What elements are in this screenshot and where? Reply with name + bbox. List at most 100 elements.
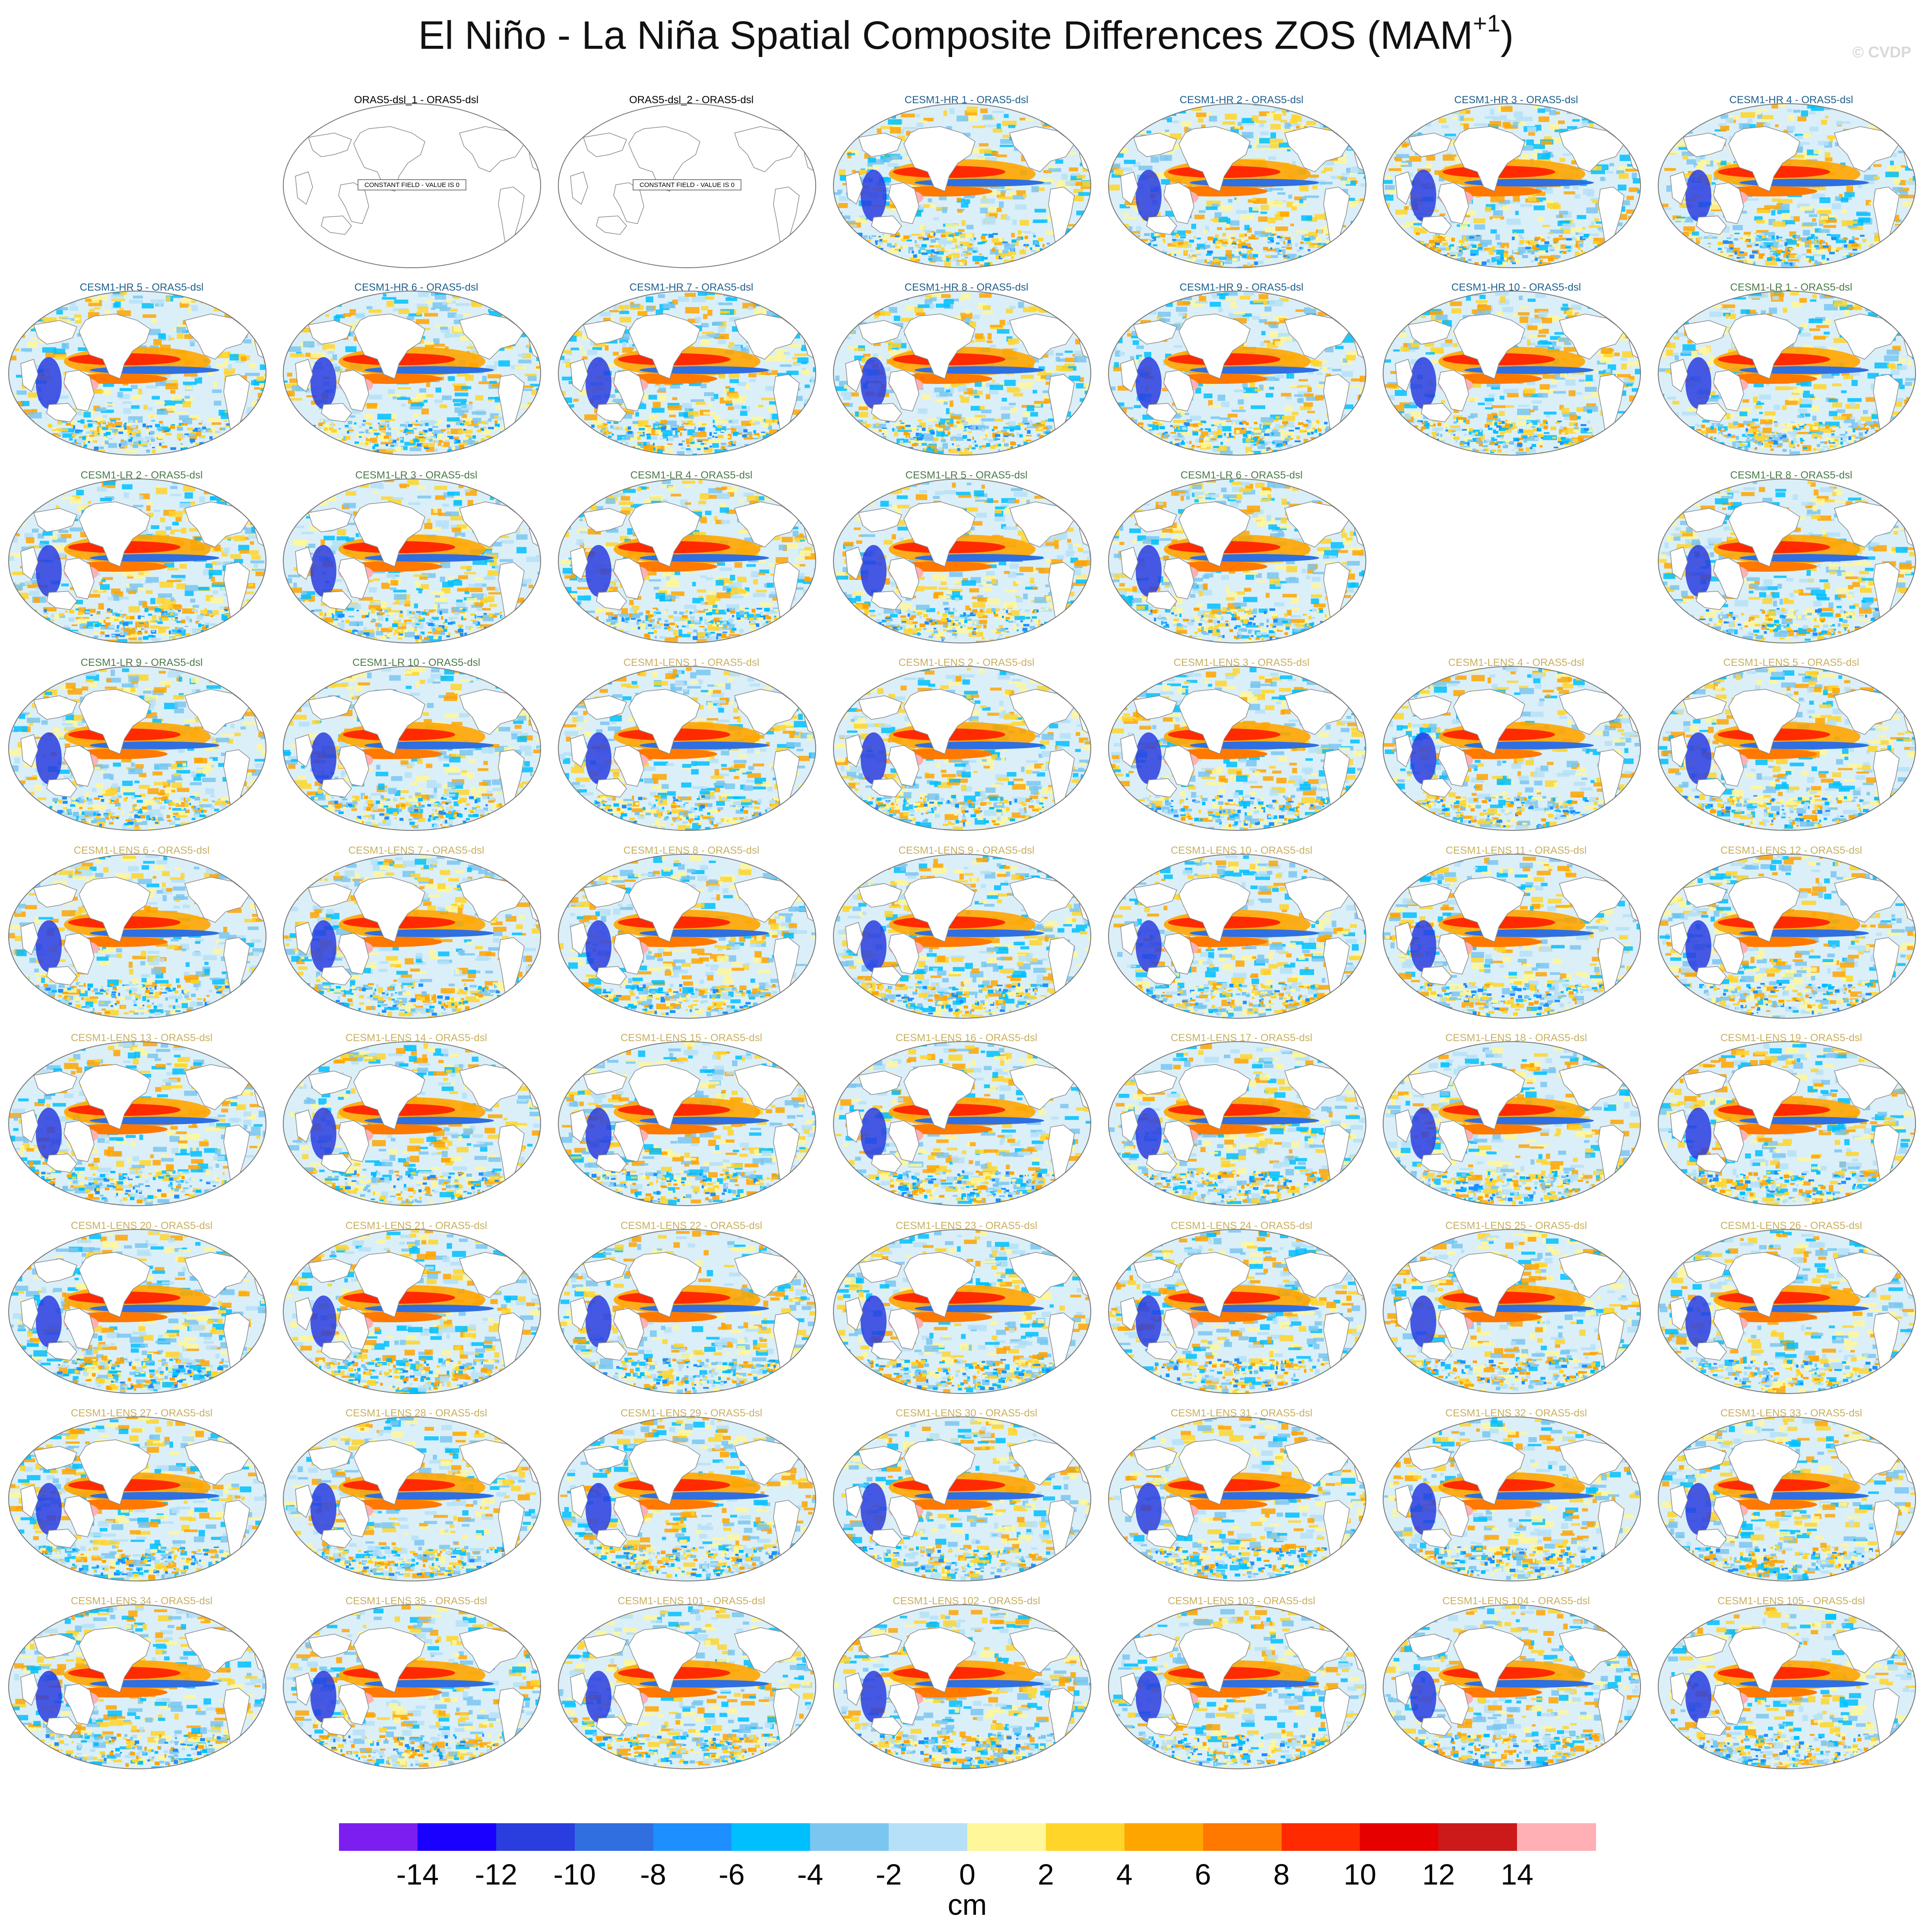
- continent-outline: [1120, 922, 1138, 956]
- continent-outline: [1713, 745, 1744, 787]
- continent-outline: [583, 133, 627, 157]
- continent-outline: [1163, 1495, 1194, 1537]
- map-field: [1109, 854, 1366, 1018]
- map-field: [558, 291, 816, 455]
- continent-outline: [338, 933, 369, 975]
- continent-outline: [596, 215, 627, 235]
- continent-outline: [79, 1252, 151, 1318]
- continent-outline: [1009, 501, 1075, 548]
- continent-outline: [1559, 877, 1625, 923]
- continent-outline: [1408, 1258, 1452, 1283]
- continent-outline: [734, 314, 800, 360]
- continent-outline: [871, 1717, 902, 1736]
- robinson-map: [1658, 1604, 1916, 1769]
- continent-outline: [1834, 1252, 1900, 1298]
- map-panel: CESM1-LENS 7 - ORAS5-dsl: [282, 845, 550, 1026]
- robinson-map: CONSTANT FIELD - VALUE IS 0: [558, 103, 816, 268]
- robinson-map: [283, 1229, 541, 1394]
- map-field: [1383, 666, 1641, 830]
- map-border: [1108, 103, 1366, 268]
- colorbar-box: [496, 1823, 575, 1851]
- continent-outline: [1728, 501, 1800, 567]
- continent-outline: [903, 1252, 976, 1318]
- continent-outline: [1146, 591, 1177, 610]
- title-main: El Niño - La Niña Spatial Composite Diff…: [418, 13, 1473, 57]
- continent-outline: [79, 1627, 151, 1693]
- continent-outline: [613, 1120, 644, 1162]
- continent-outline: [903, 501, 976, 567]
- map-field: [283, 479, 541, 643]
- continent-outline: [321, 215, 352, 235]
- continent-outline: [321, 1717, 352, 1736]
- continent-outline: [46, 1341, 77, 1361]
- continent-outline: [79, 689, 151, 755]
- title-superscript: +1: [1473, 10, 1501, 37]
- robinson-map: [1658, 478, 1916, 643]
- robinson-map: [1383, 103, 1641, 268]
- continent-outline: [628, 689, 700, 755]
- robinson-map: [1108, 1416, 1366, 1581]
- continent-outline: [295, 1673, 313, 1706]
- continent-outline: [903, 314, 976, 380]
- map-panel: CESM1-LR 4 - ORAS5-dsl: [557, 469, 825, 651]
- continent-outline: [1408, 1446, 1452, 1470]
- map-field: [9, 291, 266, 455]
- map-field: [558, 1605, 816, 1769]
- continent-outline: [33, 320, 77, 345]
- continent-outline: [338, 745, 369, 787]
- continent-outline: [1284, 877, 1350, 923]
- map-panel: CESM1-LENS 30 - ORAS5-dsl: [833, 1407, 1100, 1589]
- continent-outline: [596, 966, 627, 985]
- continent-outline: [1146, 403, 1177, 422]
- continent-outline: [295, 1297, 313, 1331]
- continent-outline: [734, 1439, 800, 1486]
- continent-outline: [1284, 1439, 1350, 1486]
- map-field: [558, 1042, 816, 1206]
- continent-outline: [1421, 1717, 1452, 1736]
- continent-outline: [1421, 215, 1452, 235]
- continent-outline: [1163, 1683, 1194, 1725]
- continent-outline: [1178, 1439, 1251, 1505]
- continent-outline: [33, 1634, 77, 1658]
- continent-outline: [1178, 1064, 1251, 1130]
- continent-outline: [1559, 689, 1625, 735]
- map-border: [1383, 1416, 1641, 1581]
- continent-outline: [1453, 877, 1525, 943]
- continent-outline: [33, 1446, 77, 1470]
- map-border: [1108, 291, 1366, 456]
- map-border: [833, 1229, 1091, 1394]
- map-border: [1658, 1604, 1916, 1769]
- continent-outline: [308, 508, 352, 532]
- continent-outline: [1834, 1439, 1900, 1486]
- continent-outline: [1408, 1071, 1452, 1095]
- map-field: [1658, 854, 1916, 1018]
- robinson-map: [1658, 1416, 1916, 1581]
- continent-outline: [1408, 883, 1452, 908]
- panel-grid: ORAS5-dsl_1 - ORAS5-dsl CONSTANT FIELD - …: [8, 94, 1916, 1777]
- robinson-map: [8, 1604, 266, 1769]
- continent-outline: [858, 133, 902, 157]
- robinson-map: [1108, 666, 1366, 831]
- map-panel: CESM1-LENS 23 - ORAS5-dsl: [833, 1220, 1100, 1401]
- continent-outline: [1133, 320, 1177, 345]
- continent-outline: [1670, 547, 1688, 580]
- map-border: [833, 291, 1091, 456]
- colorbar-box: [574, 1823, 653, 1851]
- continent-outline: [1163, 1120, 1194, 1162]
- map-panel: CESM1-LENS 34 - ORAS5-dsl: [8, 1595, 276, 1777]
- map-border: [558, 103, 816, 268]
- continent-outline: [459, 1439, 525, 1486]
- continent-outline: [871, 778, 902, 798]
- continent-outline: [628, 126, 700, 192]
- map-field: [1109, 666, 1366, 830]
- continent-outline: [528, 136, 541, 173]
- continent-outline: [1696, 966, 1727, 985]
- continent-outline: [46, 1153, 77, 1173]
- map-border: [1658, 666, 1916, 831]
- continent-outline: [1421, 778, 1452, 798]
- colorbar-tick-label: 6: [1195, 1858, 1211, 1891]
- continent-outline: [596, 1717, 627, 1736]
- map-border: [833, 1604, 1091, 1769]
- continent-outline: [1713, 370, 1744, 412]
- continent-outline: [1133, 1446, 1177, 1470]
